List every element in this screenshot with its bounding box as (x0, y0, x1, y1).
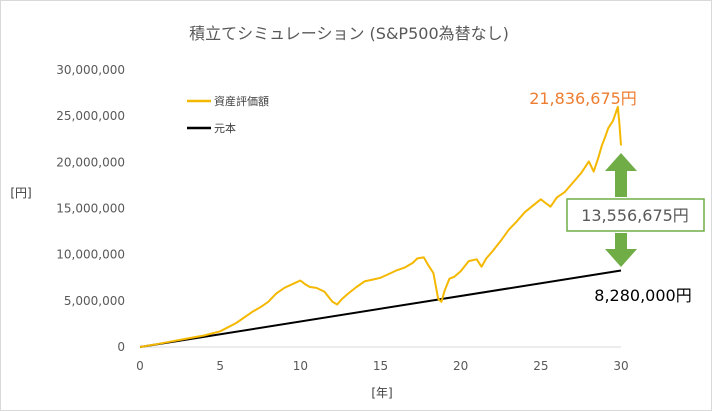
series-line-principal (139, 269, 622, 348)
y-axis-label: [円] (10, 186, 31, 200)
x-tick-labels: 0 5 10 15 20 25 30 (136, 359, 628, 373)
legend: 資産評価額 元本 (187, 94, 269, 135)
difference-arrow (605, 153, 637, 267)
x-axis-label: [年] (371, 386, 392, 400)
x-tick-label: 10 (293, 359, 308, 373)
y-tick-label: 15,000,000 (56, 202, 125, 216)
x-tick-label: 30 (613, 359, 628, 373)
y-tick-label: 5,000,000 (64, 294, 125, 308)
y-tick-label: 20,000,000 (56, 155, 125, 169)
series-line-asset (139, 105, 622, 348)
chart-title: 積立てシミュレーション (S&P500為替なし) (189, 24, 509, 43)
series-layer (139, 105, 622, 348)
x-tick-label: 5 (216, 359, 224, 373)
x-tick-label: 15 (373, 359, 388, 373)
x-tick-label: 0 (136, 359, 144, 373)
legend-label-asset: 資産評価額 (214, 94, 269, 108)
arrow-up-icon (605, 153, 637, 197)
arrow-down-icon (605, 233, 637, 267)
difference-box (566, 198, 705, 232)
x-tick-label: 25 (533, 359, 548, 373)
x-tick-label: 20 (453, 359, 468, 373)
final-value-annotation: 21,836,675円 (529, 89, 637, 108)
principal-annotation: 8,280,000円 (594, 286, 691, 305)
y-tick-label: 30,000,000 (56, 63, 125, 77)
y-tick-label: 25,000,000 (56, 109, 125, 123)
legend-label-principal: 元本 (214, 121, 236, 135)
difference-annotation: 13,556,675円 (581, 206, 689, 225)
y-tick-labels: 0 5,000,000 10,000,000 15,000,000 20,000,000… (56, 63, 125, 354)
y-tick-label: 10,000,000 (56, 248, 125, 262)
y-tick-label: 0 (117, 340, 125, 354)
